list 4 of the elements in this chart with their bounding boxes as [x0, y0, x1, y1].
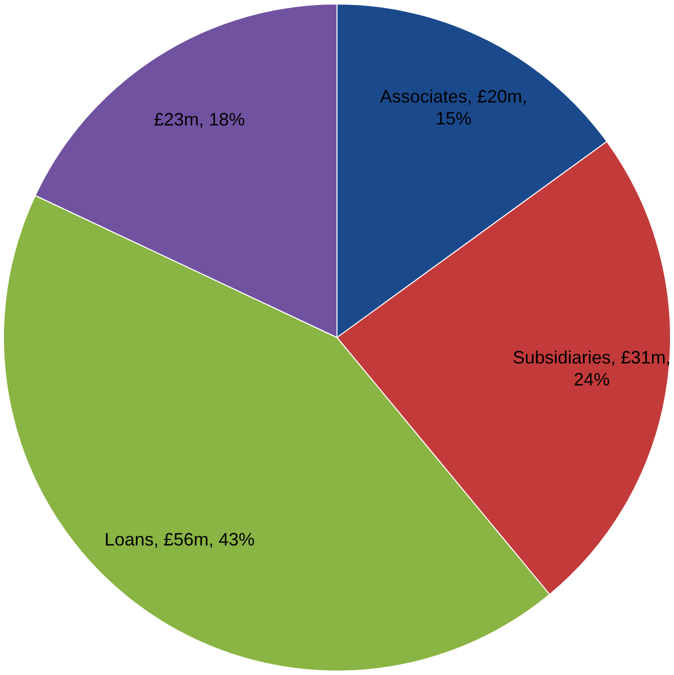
- data-label: £23m, 18%: [154, 110, 245, 130]
- slice-label: Subsidiaries, £31m, 24%: [512, 348, 671, 390]
- slice-label: Associates, £20m, 15%: [380, 86, 528, 129]
- slice-label: Loans, £56m, 43%: [104, 529, 255, 550]
